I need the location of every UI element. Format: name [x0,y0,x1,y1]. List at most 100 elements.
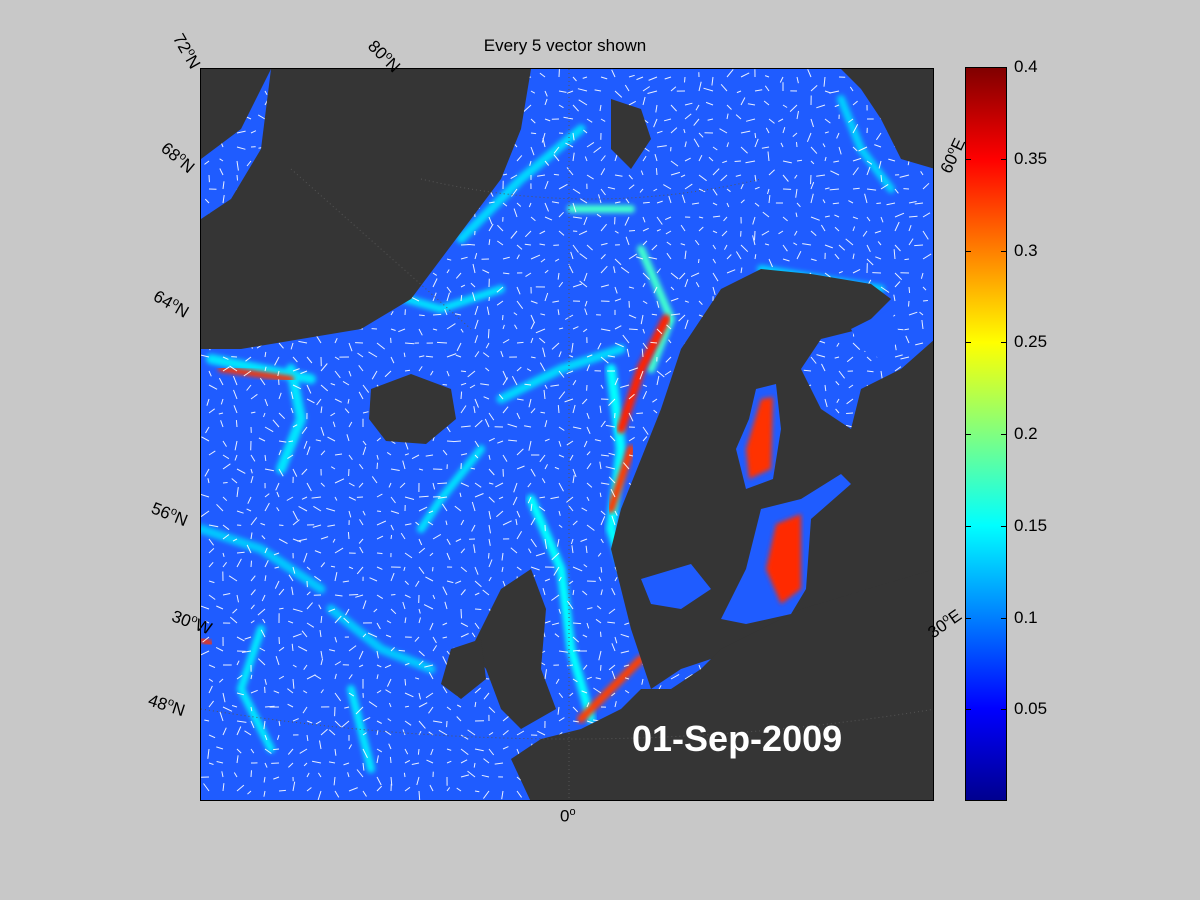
velocity-vector [572,244,579,253]
colorbar-tick-mark [1001,158,1007,160]
velocity-vector [320,728,328,736]
velocity-vector [236,160,239,171]
velocity-vector [221,771,224,778]
velocity-vector [614,377,619,386]
velocity-vector [236,726,242,736]
velocity-vector [222,496,228,502]
velocity-vector [236,510,244,514]
velocity-vector [201,436,210,442]
velocity-vector [584,308,588,316]
velocity-vector [712,244,717,250]
velocity-vector [292,678,295,689]
velocity-vector [388,702,392,708]
velocity-vector [614,154,618,162]
velocity-vector [852,253,855,260]
velocity-vector [298,340,308,344]
velocity-vector [274,356,280,366]
velocity-vector [474,482,482,488]
velocity-vector [348,342,353,352]
velocity-vector [250,130,257,134]
colorbar-tick-label: 0.25 [1014,332,1048,352]
velocity-vector [376,493,383,498]
velocity-vector [432,278,438,288]
velocity-vector [208,580,215,584]
velocity-vector [544,216,553,221]
velocity-vector [544,438,550,442]
sea-baltic-hot [766,514,801,604]
velocity-vector [417,748,420,755]
velocity-vector [764,243,770,246]
velocity-vector [558,183,568,190]
velocity-vector [404,369,411,372]
velocity-vector [530,118,536,124]
velocity-vector [219,168,224,176]
velocity-vector [824,118,831,124]
velocity-vector [276,507,280,512]
velocity-vector [862,230,868,237]
velocity-vector [569,454,574,461]
velocity-vector [684,250,687,260]
velocity-vector [388,743,392,750]
velocity-vector [648,76,658,81]
velocity-vector [376,785,383,792]
velocity-vector [566,440,574,446]
velocity-vector [342,380,350,386]
velocity-vector [914,202,924,205]
velocity-vector [428,510,434,514]
velocity-vector [554,466,560,470]
velocity-vector [726,142,729,148]
velocity-vector [894,244,901,252]
velocity-vector [474,622,480,629]
velocity-vector [551,552,560,561]
velocity-vector [418,660,424,666]
velocity-vector [208,700,214,708]
velocity-vector [488,437,495,442]
velocity-vector [611,587,616,596]
velocity-vector [314,550,322,554]
velocity-vector [486,306,490,316]
velocity-vector [513,208,518,218]
velocity-vector [572,283,583,288]
velocity-vector [705,101,714,106]
velocity-vector [208,594,216,600]
velocity-vector [866,166,871,176]
velocity-vector [474,493,484,498]
colorbar-tick-label: 0.05 [1014,699,1048,719]
velocity-vector [625,236,630,246]
velocity-vector [250,770,252,778]
velocity-vector [430,748,434,756]
velocity-vector [319,630,322,638]
velocity-vector [752,235,756,246]
velocity-vector [620,266,630,274]
colorbar-tick-label: 0.35 [1014,148,1048,168]
velocity-vector [204,719,210,722]
velocity-vector [530,517,536,526]
velocity-vector [584,156,588,162]
velocity-vector [624,677,630,680]
velocity-vector [502,370,508,381]
land [201,69,933,800]
land-novaya [841,69,933,169]
velocity-vector [570,251,574,260]
velocity-vector [474,335,479,344]
velocity-vector [866,160,873,165]
velocity-vector [838,244,846,251]
velocity-vector [605,424,616,428]
velocity-vector [572,520,578,526]
velocity-vector [376,454,379,460]
velocity-vector [540,411,546,414]
velocity-vector [572,475,575,484]
velocity-vector [373,608,378,613]
velocity-vector [385,634,392,638]
velocity-vector [328,608,336,612]
velocity-vector [332,538,336,543]
velocity-vector [611,69,616,78]
velocity-vector [712,230,718,234]
velocity-vector [471,632,476,638]
velocity-vector [278,588,285,596]
streak [526,494,596,724]
velocity-vector [418,328,423,336]
velocity-vector [368,701,378,708]
velocity-vector [852,216,859,220]
velocity-vector [877,241,882,246]
